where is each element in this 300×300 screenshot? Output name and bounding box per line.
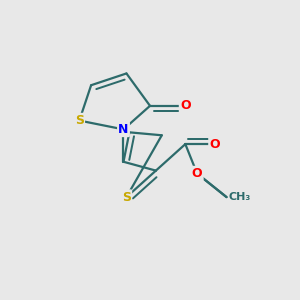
Text: O: O — [209, 138, 220, 151]
Text: N: N — [118, 123, 129, 136]
Text: O: O — [180, 99, 190, 112]
Text: O: O — [192, 167, 203, 180]
Text: S: S — [75, 114, 84, 127]
Text: CH₃: CH₃ — [228, 192, 250, 202]
Text: S: S — [122, 190, 131, 204]
